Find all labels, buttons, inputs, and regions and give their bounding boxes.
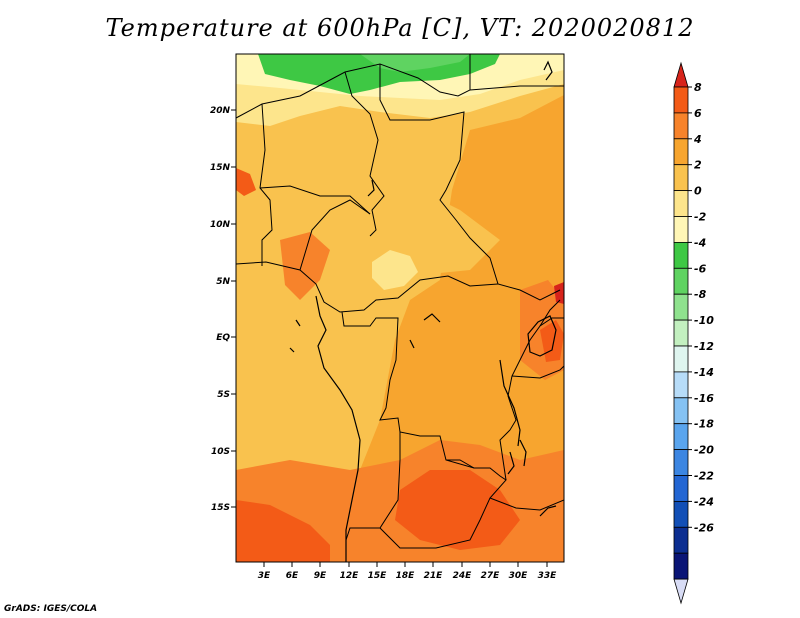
colorbar-swatch bbox=[673, 293, 689, 321]
lon-label: 27E bbox=[481, 571, 501, 581]
lon-label: 21E bbox=[424, 571, 444, 581]
colorbar-swatch bbox=[673, 216, 689, 243]
latitude-labels: 20N 15N 10N 5N EQ 5S 10S 15S bbox=[210, 106, 231, 513]
lon-label: 3E bbox=[258, 571, 271, 581]
coastlines bbox=[289, 60, 557, 562]
lat-label: EQ bbox=[216, 333, 230, 343]
lat-label: 15N bbox=[210, 163, 231, 173]
temperature-region-hot-east bbox=[540, 320, 564, 362]
colorbar-swatch bbox=[673, 267, 689, 295]
lon-label: 18E bbox=[396, 571, 416, 581]
colorbar-label: -20 bbox=[694, 444, 714, 457]
map-title: Temperature at 600hPa [C], VT: 202002081… bbox=[105, 14, 695, 42]
colorbar-label: -8 bbox=[694, 288, 707, 301]
lat-label: 15S bbox=[211, 503, 230, 513]
temperature-region-hot-spot-east bbox=[554, 282, 564, 304]
colorbar-min-arrow bbox=[673, 578, 689, 605]
colorbar-label: -22 bbox=[694, 470, 714, 483]
colorbar-label: 0 bbox=[694, 185, 702, 198]
colorbar-max-arrow bbox=[673, 61, 689, 88]
map-frame bbox=[235, 53, 565, 563]
colorbar-swatch bbox=[673, 371, 689, 399]
temperature-region-colder bbox=[360, 54, 470, 72]
colorbar-swatch bbox=[673, 475, 689, 502]
temperature-region-pale-center bbox=[372, 250, 418, 290]
colorbar-label: -2 bbox=[694, 211, 707, 224]
lon-label: 6E bbox=[286, 571, 299, 581]
lon-label: 30E bbox=[509, 571, 529, 581]
colorbar-label: -16 bbox=[694, 392, 714, 405]
colorbar-label: -18 bbox=[694, 418, 714, 431]
colorbar-label: -6 bbox=[694, 262, 707, 275]
lat-label: 10N bbox=[210, 220, 231, 230]
lat-label: 5N bbox=[216, 277, 230, 287]
grads-credit: GrADS: IGES/COLA bbox=[4, 604, 98, 614]
latitude-axis bbox=[231, 109, 236, 508]
colorbar-label: -4 bbox=[694, 236, 706, 249]
lat-label: 10S bbox=[211, 447, 230, 457]
colorbar-label: 2 bbox=[694, 159, 702, 172]
colorbar-swatch bbox=[673, 500, 689, 528]
colorbar-swatch bbox=[673, 397, 689, 425]
lon-label: 9E bbox=[314, 571, 327, 581]
colorbar-swatch bbox=[673, 319, 689, 347]
temperature-region-hot-south bbox=[395, 470, 520, 550]
colorbar-swatch bbox=[673, 164, 689, 191]
lat-label: 5S bbox=[217, 390, 230, 400]
colorbar-swatch bbox=[673, 86, 689, 114]
colorbar-label: 6 bbox=[694, 107, 702, 120]
lon-label: 24E bbox=[453, 571, 473, 581]
longitude-labels: 3E 6E 9E 12E 15E 18E 21E 24E 27E 30E 33E bbox=[258, 571, 557, 581]
temperature-region-hot-southwest bbox=[236, 500, 330, 562]
colorbar-swatch bbox=[673, 112, 689, 140]
temperature-region-hot-spot-west bbox=[236, 168, 256, 196]
colorbar: 8 6 4 2 0 -2 -4 -6 -8 -10 -12 -14 -16 -18 -20 -22 -24 -26 bbox=[673, 61, 714, 605]
colorbar-swatch bbox=[673, 552, 689, 580]
lon-label: 12E bbox=[340, 571, 360, 581]
colorbar-label: 8 bbox=[694, 81, 702, 94]
colorbar-swatch bbox=[673, 423, 689, 451]
country-borders bbox=[236, 54, 564, 549]
map-panel bbox=[236, 54, 564, 562]
colorbar-label: -24 bbox=[694, 495, 714, 508]
lon-label: 15E bbox=[368, 571, 388, 581]
colorbar-swatch bbox=[673, 138, 689, 166]
colorbar-swatch bbox=[673, 449, 689, 476]
temperature-region-warm-west bbox=[280, 232, 330, 300]
colorbar-label: -12 bbox=[694, 340, 714, 353]
colorbar-label: -14 bbox=[694, 366, 714, 379]
lat-label: 20N bbox=[210, 106, 231, 116]
colorbar-swatch bbox=[673, 190, 689, 217]
lon-label: 33E bbox=[538, 571, 558, 581]
colorbar-label: -10 bbox=[694, 314, 714, 327]
colorbar-label: -26 bbox=[694, 521, 714, 534]
colorbar-swatch bbox=[673, 241, 689, 269]
longitude-axis bbox=[263, 562, 548, 567]
colorbar-label: 4 bbox=[693, 133, 702, 146]
colorbar-swatch bbox=[673, 345, 689, 373]
colorbar-swatch bbox=[673, 526, 689, 554]
